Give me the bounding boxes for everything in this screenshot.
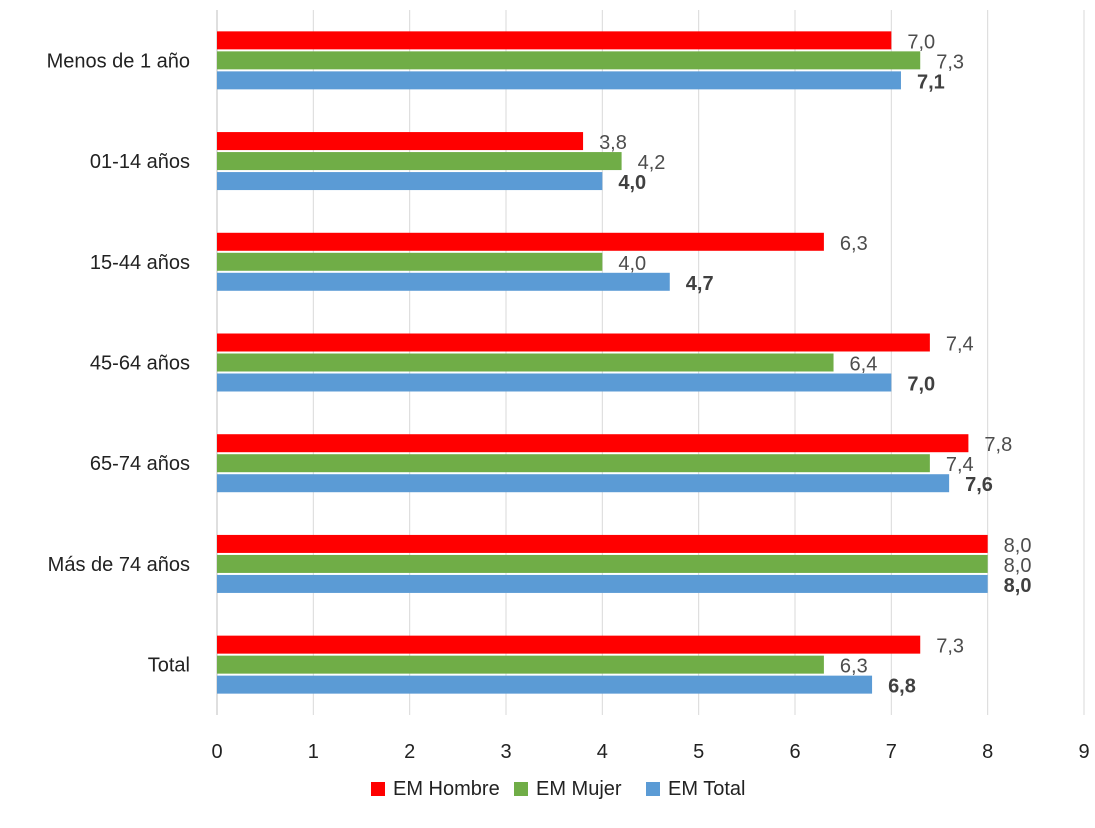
bar [217, 272, 670, 291]
data-label: 7,1 [917, 71, 945, 93]
bar [217, 51, 921, 70]
category-label: 65-74 años [90, 453, 190, 475]
data-label: 4,2 [638, 152, 666, 174]
bar [217, 534, 988, 553]
data-label: 7,4 [946, 454, 974, 476]
bar [217, 31, 892, 50]
data-label: 6,3 [840, 233, 868, 255]
category-label: Más de 74 años [48, 554, 190, 576]
x-tick-label: 9 [1078, 741, 1089, 763]
bar [217, 172, 603, 191]
legend-swatch [371, 782, 385, 796]
bar [217, 434, 969, 453]
data-label: 6,4 [850, 354, 878, 376]
data-label: 6,3 [840, 656, 868, 678]
bar [217, 252, 603, 271]
bar [217, 655, 824, 674]
bar [217, 574, 988, 593]
bar [217, 333, 930, 352]
x-tick-label: 0 [211, 741, 222, 763]
bar [217, 474, 950, 493]
legend-swatch [514, 782, 528, 796]
bar [217, 71, 901, 90]
data-label: 4,0 [618, 253, 646, 275]
bar [217, 675, 873, 694]
bar [217, 353, 834, 372]
category-label: 15-44 años [90, 252, 190, 274]
legend-label: EM Total [668, 778, 745, 800]
data-label: 8,0 [1004, 555, 1032, 577]
data-label: 3,8 [599, 132, 627, 154]
x-tick-label: 2 [404, 741, 415, 763]
bar [217, 373, 892, 392]
data-label: 7,8 [984, 434, 1012, 456]
bar [217, 132, 584, 151]
x-tick-label: 5 [693, 741, 704, 763]
data-label: 7,4 [946, 334, 974, 356]
data-label: 7,0 [907, 374, 935, 396]
data-label: 4,0 [618, 172, 646, 194]
data-label: 7,3 [936, 636, 964, 658]
category-label: 45-64 años [90, 353, 190, 375]
data-label: 8,0 [1004, 575, 1032, 597]
data-label: 4,7 [686, 273, 714, 295]
data-label: 7,0 [907, 31, 935, 53]
category-label: Menos de 1 año [47, 50, 190, 72]
legend-label: EM Hombre [393, 778, 500, 800]
bar [217, 635, 921, 654]
data-label: 7,6 [965, 474, 993, 496]
category-label: 01-14 años [90, 151, 190, 173]
x-tick-label: 8 [982, 741, 993, 763]
legend-label: EM Mujer [536, 778, 622, 800]
x-tick-label: 1 [308, 741, 319, 763]
bar [217, 454, 930, 473]
category-label: Total [148, 655, 190, 677]
bar [217, 152, 622, 171]
x-tick-label: 7 [886, 741, 897, 763]
bar [217, 232, 824, 251]
bar [217, 554, 988, 573]
data-label: 8,0 [1004, 535, 1032, 557]
x-tick-label: 6 [789, 741, 800, 763]
data-label: 6,8 [888, 676, 916, 698]
data-label: 7,3 [936, 51, 964, 73]
x-tick-label: 4 [597, 741, 608, 763]
legend-swatch [646, 782, 660, 796]
x-tick-label: 3 [500, 741, 511, 763]
